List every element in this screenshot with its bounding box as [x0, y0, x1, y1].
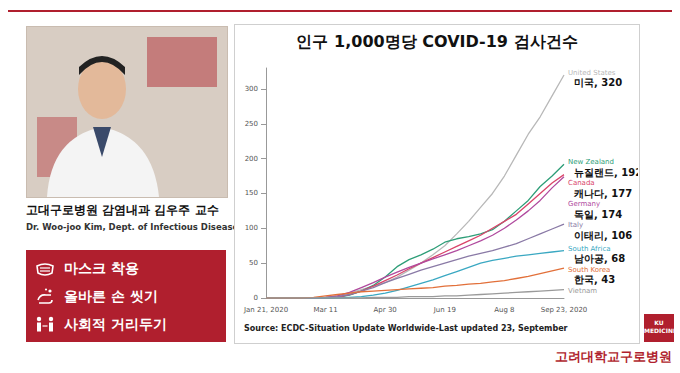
- svg-text:Mar 11: Mar 11: [313, 306, 337, 314]
- html-text:올바른 손 씻기: 올바른 손 씻기: [64, 288, 158, 304]
- svg-text:미국, 320: 미국, 320: [574, 77, 622, 88]
- svg-text:New Zealand: New Zealand: [568, 158, 614, 166]
- svg-text:200: 200: [245, 155, 258, 163]
- svg-text:Jun 19: Jun 19: [433, 306, 456, 314]
- svg-text:300: 300: [245, 85, 258, 93]
- svg-text:Sep 23, 2020: Sep 23, 2020: [541, 306, 588, 314]
- svg-text:Jan 21, 2020: Jan 21, 2020: [243, 306, 288, 314]
- html-text:고려대학교구로병원: 고려대학교구로병원: [555, 349, 672, 364]
- svg-text:Italy: Italy: [568, 221, 583, 229]
- svg-text:0: 0: [254, 294, 258, 302]
- svg-text:Germany: Germany: [568, 200, 600, 208]
- svg-text:남아공, 68: 남아공, 68: [574, 253, 625, 264]
- svg-text:Canada: Canada: [568, 179, 595, 187]
- svg-text:South Korea: South Korea: [568, 266, 610, 274]
- html-text:인구 1,000명당 COVID-19 검사건수: 인구 1,000명당 COVID-19 검사건수: [296, 32, 578, 51]
- svg-text:Vietnam: Vietnam: [568, 287, 597, 295]
- html-text:사회적 거리두기: 사회적 거리두기: [64, 316, 167, 332]
- svg-text:뉴질랜드, 192: 뉴질랜드, 192: [574, 167, 638, 178]
- html-text:고대구로병원 감염내과 김우주 교수: 고대구로병원 감염내과 김우주 교수: [26, 203, 219, 217]
- html-text:KU MEDICINE: KU MEDICINE: [644, 319, 677, 334]
- html-text:Source: ECDC-Situation Update: Source: ECDC-Situation Update Worldwide-…: [244, 324, 568, 333]
- svg-text:South Africa: South Africa: [568, 245, 611, 253]
- svg-text:150: 150: [245, 189, 258, 197]
- svg-text:한국, 43: 한국, 43: [574, 274, 615, 285]
- html-text:Dr. Woo-joo Kim, Dept. of Infe: Dr. Woo-joo Kim, Dept. of Infectious Dis…: [26, 222, 239, 232]
- svg-text:캐나다, 177: 캐나다, 177: [573, 188, 632, 199]
- svg-text:Apr 30: Apr 30: [374, 306, 397, 314]
- svg-text:Aug 8: Aug 8: [494, 306, 514, 314]
- svg-text:100: 100: [245, 224, 258, 232]
- svg-text:50: 50: [249, 259, 258, 267]
- html-text:마스크 착용: 마스크 착용: [64, 260, 139, 276]
- svg-text:250: 250: [245, 120, 258, 128]
- svg-text:United States: United States: [568, 69, 616, 77]
- svg-text:이태리, 106: 이태리, 106: [574, 230, 632, 241]
- svg-text:독일, 174: 독일, 174: [574, 209, 622, 220]
